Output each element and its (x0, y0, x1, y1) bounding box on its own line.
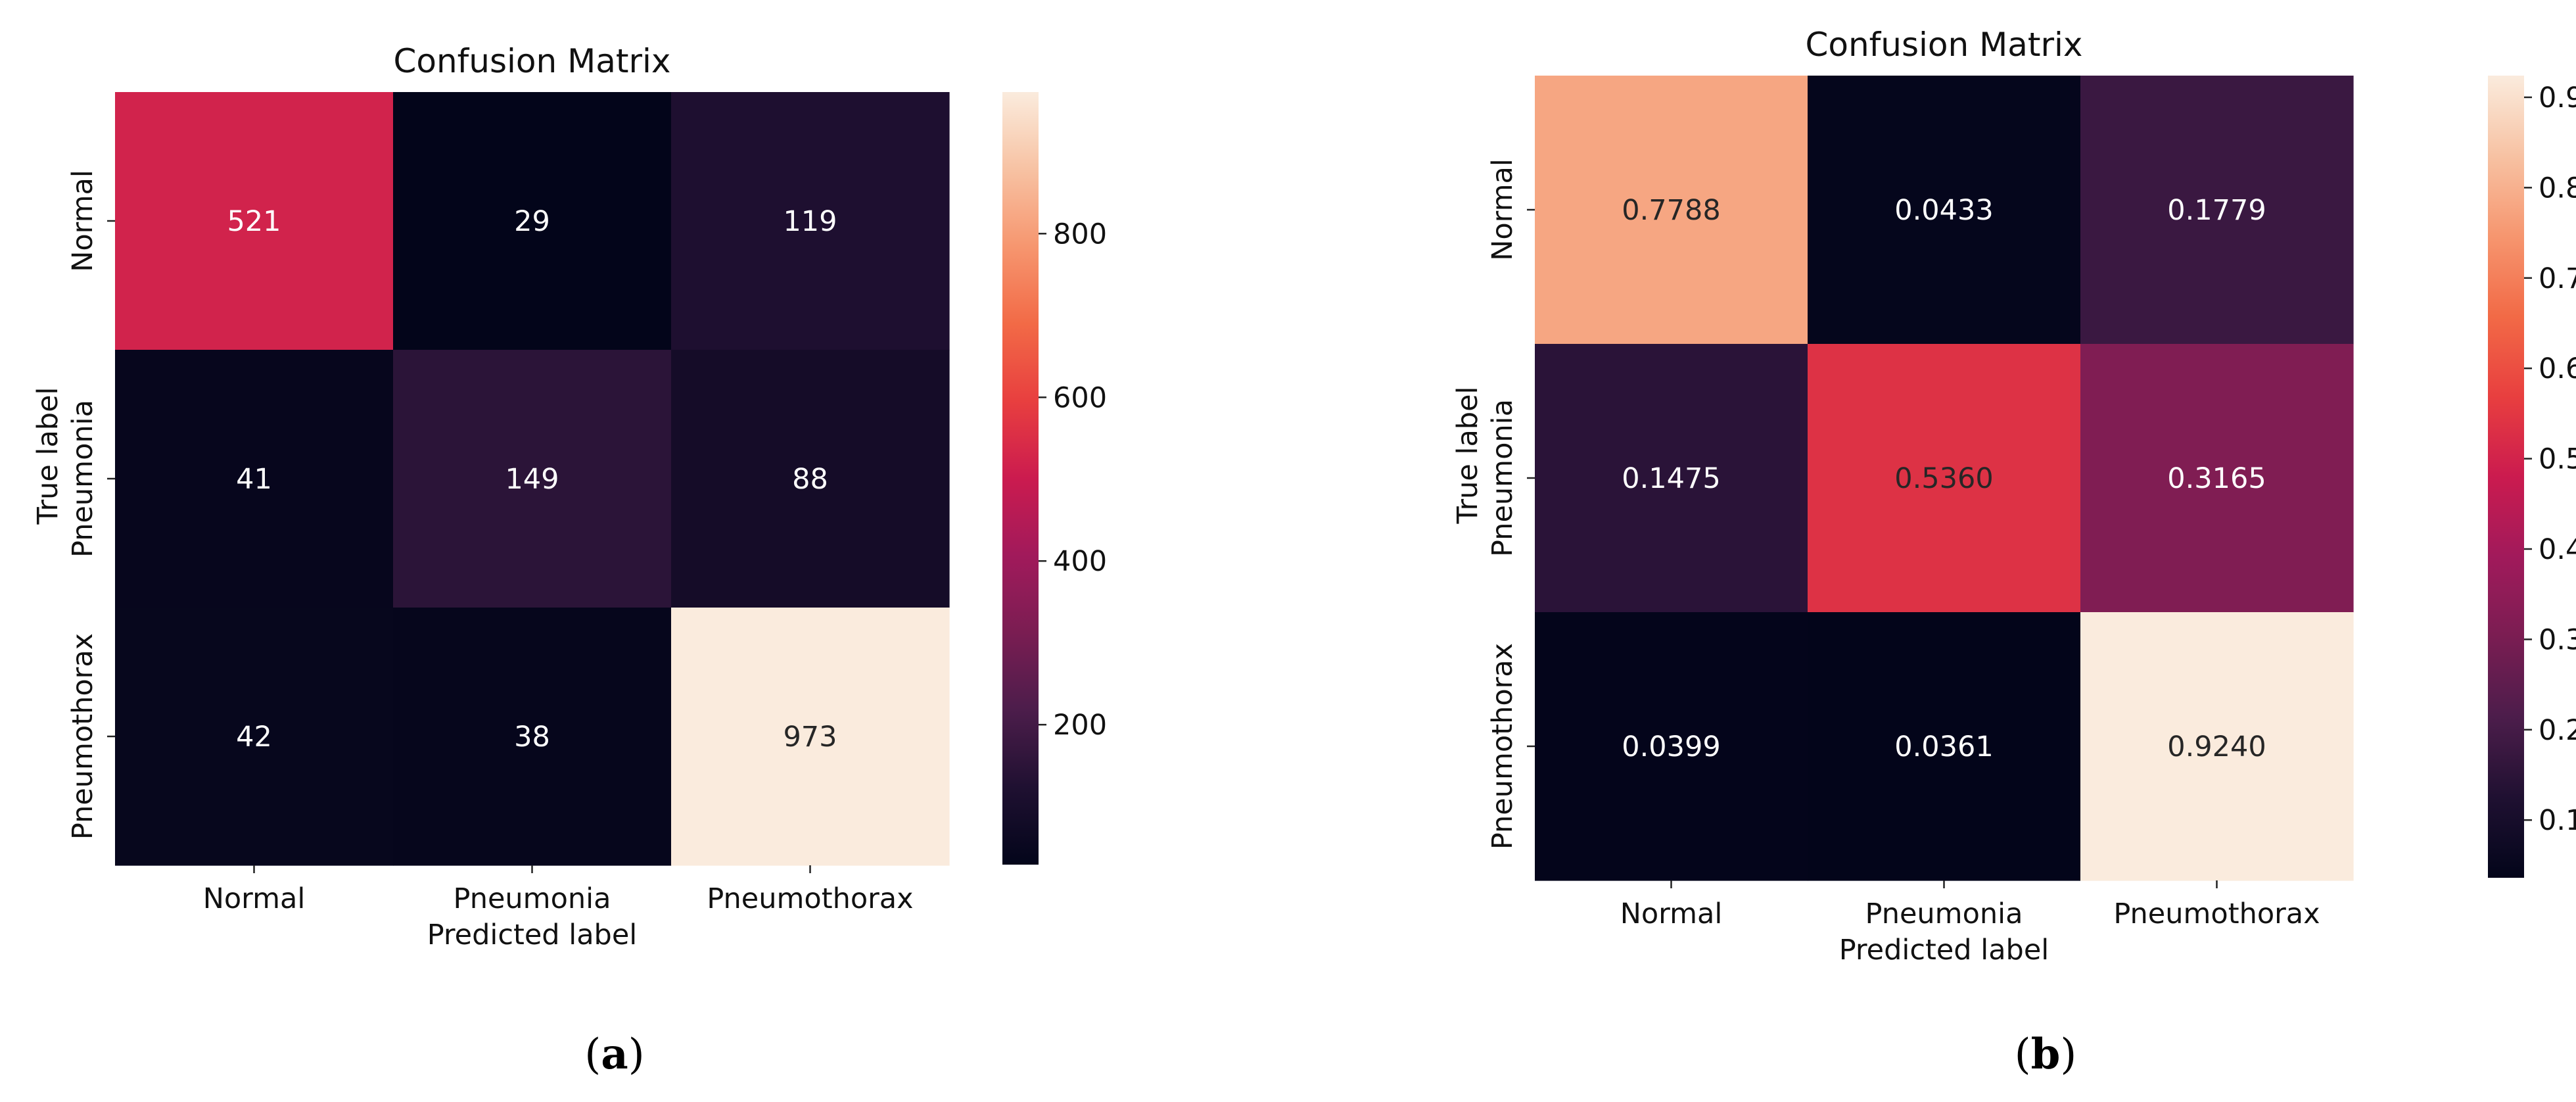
colorbar-tick-label: 0.2 (2539, 714, 2576, 747)
cell-value-label: 0.0399 (1622, 731, 1720, 763)
heatmap-cell (393, 350, 672, 608)
colorbar-tick-label: 600 (1053, 381, 1107, 414)
y-axis-label: True label (32, 387, 64, 525)
cell-value-label: 973 (783, 721, 837, 754)
colorbar-tick-label: 0.7 (2539, 262, 2576, 295)
heatmap-cell (2080, 344, 2354, 613)
cell-value-label: 0.3165 (2167, 462, 2266, 495)
heatmap-cell (1535, 344, 1808, 613)
y-tick-label: Pneumonia (66, 400, 99, 558)
colorbar-tick-label: 400 (1053, 545, 1107, 578)
cell-value-label: 88 (792, 463, 828, 496)
heatmap-cell (671, 92, 950, 350)
x-tick-label: Pneumonia (454, 882, 611, 915)
cell-value-label: 29 (514, 205, 550, 238)
heatmap-cell (1808, 76, 2081, 345)
colorbar-tick-label: 0.4 (2539, 533, 2576, 566)
heatmap-cell (671, 350, 950, 608)
x-tick-label: Normal (203, 882, 306, 915)
panel-a: 521 29 119 41 149 88 42 38 973 Confusion Matrix No… (32, 42, 1107, 1079)
heatmap-cell (393, 608, 672, 866)
panel-letter: b (2031, 1030, 2061, 1079)
colorbar-tick-label: 0.5 (2539, 443, 2576, 476)
cell-value-label: 0.7788 (1622, 194, 1720, 227)
cell-value-label: 0.1475 (1622, 462, 1720, 495)
chart-title: Confusion Matrix (393, 42, 670, 80)
y-axis-label: True label (1451, 387, 1484, 525)
colorbar-tick-label: 0.6 (2539, 352, 2576, 385)
y-tick-label: Pneumothorax (1486, 643, 1519, 850)
x-tick-label: Pneumonia (1865, 898, 2023, 930)
y-tick-label: Pneumonia (1486, 399, 1519, 557)
cell-value-label: 0.1779 (2167, 194, 2266, 227)
heatmap-cell (115, 608, 394, 866)
cell-value-label: 42 (236, 721, 272, 754)
heatmap-cell (393, 92, 672, 350)
heatmap-cell (1808, 344, 2081, 613)
cell-value-label: 38 (514, 721, 550, 754)
y-tick-label: Normal (66, 170, 99, 272)
heatmap-cell (115, 350, 394, 608)
x-axis-label: Predicted label (1839, 934, 2049, 967)
heatmap-cell (1808, 612, 2081, 881)
chart-title: Confusion Matrix (1805, 26, 2082, 64)
cell-value-label: 521 (227, 205, 281, 238)
colorbar-tick-label: 0.1 (2539, 804, 2576, 837)
panel-label: (a) (584, 1030, 644, 1079)
heatmap-cell (2080, 76, 2354, 345)
x-tick-label: Pneumothorax (707, 882, 913, 915)
heatmap-cell (115, 92, 394, 350)
x-axis-label: Predicted label (427, 919, 638, 951)
cell-value-label: 0.0361 (1894, 731, 1993, 763)
heatmap-cell (1535, 76, 1808, 345)
colorbar-tick-label: 0.9 (2539, 82, 2576, 114)
panel-letter: a (601, 1030, 628, 1079)
cell-value-label: 0.5360 (1894, 462, 1993, 495)
heatmap-cell (2080, 612, 2354, 881)
panel-b: 0.7788 0.0433 0.1779 0.1475 0.5360 0.3165 0.03… (1451, 26, 2576, 1079)
cell-value-label: 119 (783, 205, 837, 238)
colorbar (1002, 92, 1039, 865)
colorbar-tick-label: 0.3 (2539, 623, 2576, 656)
heatmap-cell (1535, 612, 1808, 881)
heatmap-cell (671, 608, 950, 866)
cell-value-label: 41 (236, 463, 272, 496)
cell-value-label: 0.9240 (2167, 731, 2266, 763)
y-tick-label: Normal (1486, 158, 1519, 261)
cell-value-label: 149 (505, 463, 559, 496)
colorbar-tick-label: 800 (1053, 218, 1107, 251)
colorbar (2488, 76, 2524, 878)
colorbar-tick-label: 200 (1053, 709, 1107, 742)
y-tick-label: Pneumothorax (66, 633, 99, 840)
x-tick-label: Pneumothorax (2113, 898, 2320, 930)
x-tick-label: Normal (1620, 898, 1723, 930)
colorbar-tick-label: 0.8 (2539, 172, 2576, 204)
panel-label: (b) (2015, 1030, 2077, 1079)
cell-value-label: 0.0433 (1894, 194, 1993, 227)
